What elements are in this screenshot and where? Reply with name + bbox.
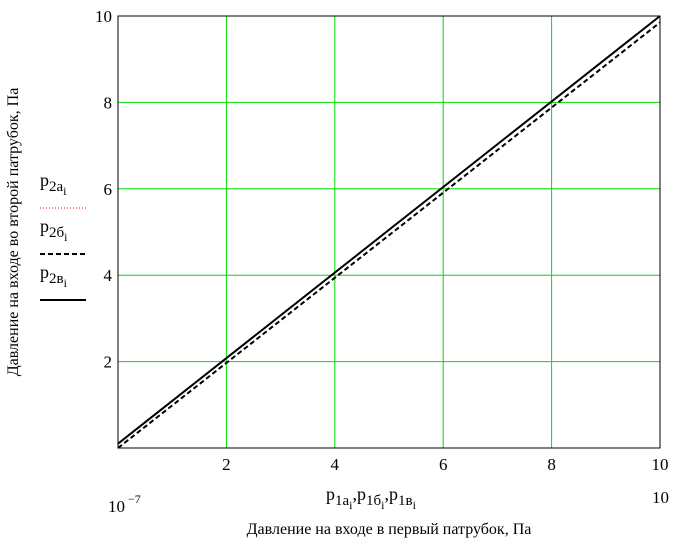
tick-labels: 2 4 6 8 10 2 4 6 8 10 (95, 7, 669, 474)
y-tick-label: 2 (104, 353, 113, 372)
x-min-label: 10 (108, 497, 125, 516)
legend-label: p2вi (40, 262, 68, 290)
y-tick-label: 10 (95, 7, 112, 26)
x-tick-label: 8 (547, 455, 556, 474)
series-lines (117, 15, 661, 449)
x-axis-label: Давление на входе в первый патрубок, Па (247, 521, 532, 538)
legend: p2ai p2бi p2вi (40, 170, 86, 301)
x-min-exponent: −7 (128, 492, 141, 506)
y-tick-label: 4 (104, 266, 113, 285)
x-tick-label: 6 (439, 455, 448, 474)
y-tick-label: 8 (104, 93, 113, 112)
plot-frame (117, 15, 661, 449)
x-tick-label: 10 (652, 455, 669, 474)
y-axis-label: Давление на входе во второй патрубок, Па (5, 88, 22, 377)
y-tick-label: 6 (104, 180, 113, 199)
x-max-label: 10 (652, 488, 669, 507)
x-series-label: p1ai,p1бi,p1вi (326, 484, 417, 512)
x-tick-label: 2 (222, 455, 231, 474)
x-tick-label: 4 (331, 455, 340, 474)
series-line-p2в (117, 15, 661, 445)
legend-label: p2бi (40, 216, 68, 244)
series-line-p2б (117, 21, 661, 449)
legend-label: p2ai (40, 170, 67, 198)
x-series-text: p1ai,p1бi,p1вi (326, 484, 417, 512)
